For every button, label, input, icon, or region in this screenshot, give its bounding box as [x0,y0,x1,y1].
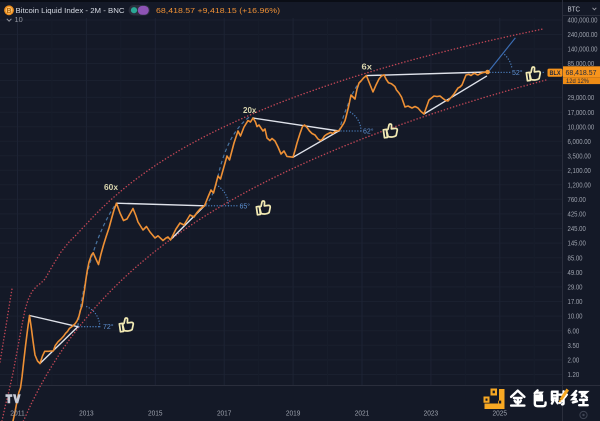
svg-text:6,000.00: 6,000.00 [568,137,591,146]
svg-text:52°: 52° [512,69,523,77]
svg-text:3.50: 3.50 [568,341,580,350]
svg-text:B: B [6,8,11,15]
svg-text:20x: 20x [243,105,257,115]
svg-text:145.00: 145.00 [568,239,586,248]
svg-text:10: 10 [15,15,23,24]
svg-text:2,100.00: 2,100.00 [568,166,591,175]
svg-text:140,000.00: 140,000.00 [568,45,598,54]
svg-text:2025: 2025 [493,409,508,418]
svg-text:85.00: 85.00 [568,253,583,262]
svg-text:72°: 72° [103,323,114,331]
svg-text:6.00: 6.00 [568,326,580,335]
svg-text:68,418.57 +9,418.15 (+16.96%): 68,418.57 +9,418.15 (+16.96%) [156,6,281,15]
svg-text:2023: 2023 [424,409,439,418]
svg-text:240,000.00: 240,000.00 [568,30,598,39]
svg-text:425.00: 425.00 [568,210,586,219]
svg-text:17.00: 17.00 [568,297,583,306]
svg-text:760.00: 760.00 [568,195,586,204]
svg-text:BLX: BLX [550,70,562,77]
svg-text:2013: 2013 [79,409,94,418]
svg-text:6x: 6x [362,62,373,72]
svg-text:2015: 2015 [148,409,163,418]
svg-text:17,000.00: 17,000.00 [568,108,595,117]
svg-text:29.00: 29.00 [568,283,583,292]
svg-text:2017: 2017 [217,409,232,418]
svg-text:400,000.00: 400,000.00 [568,16,598,25]
svg-text:29,000.00: 29,000.00 [568,93,595,102]
svg-text:60x: 60x [104,182,118,192]
svg-text:10,000.00: 10,000.00 [568,122,595,131]
svg-text:12d 12%: 12d 12% [566,78,589,85]
svg-text:49.00: 49.00 [568,268,583,277]
svg-text:1,200.00: 1,200.00 [568,180,591,189]
svg-text:1.20: 1.20 [568,370,580,379]
svg-text:85,000.00: 85,000.00 [568,59,595,68]
svg-text:62°: 62° [363,128,374,136]
svg-text:Bitcoin Liquid Index - 2M - BN: Bitcoin Liquid Index - 2M - BNC [16,6,126,15]
svg-text:68,418.57: 68,418.57 [566,68,597,77]
svg-text:2019: 2019 [286,409,301,418]
svg-text:3,500.00: 3,500.00 [568,151,591,160]
svg-text:65°: 65° [240,202,251,210]
svg-text:2021: 2021 [355,409,370,418]
svg-text:2011: 2011 [10,409,25,418]
svg-text:BTC: BTC [568,7,581,14]
svg-text:2.00: 2.00 [568,356,580,365]
svg-text:245.00: 245.00 [568,224,586,233]
svg-text:10.00: 10.00 [568,312,583,321]
